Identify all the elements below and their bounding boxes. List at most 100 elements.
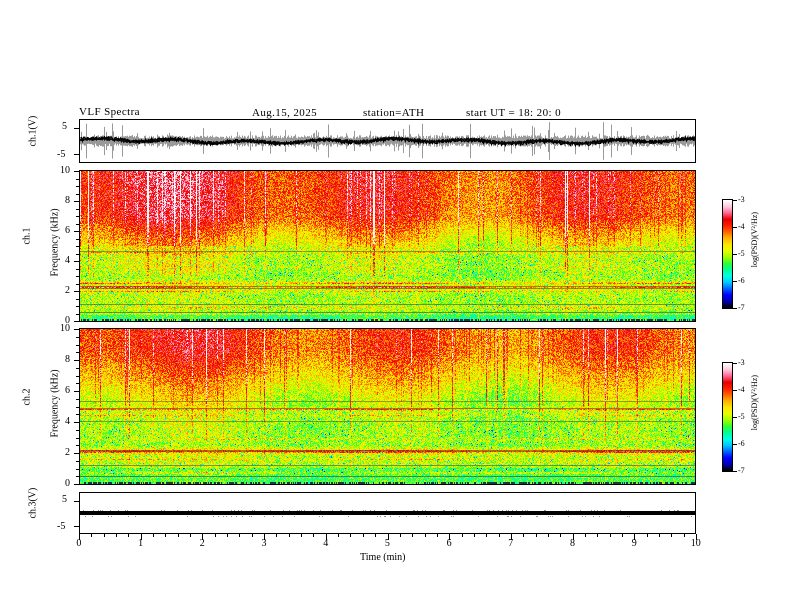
tick-mark [76,179,79,180]
page-title: VLF Spectra [79,106,140,118]
x-axis-tick-label: 0 [76,538,82,549]
header-date: Aug.15, 2025 [252,107,317,119]
tick-mark [74,453,79,454]
tick-mark [733,254,737,255]
tick-mark [202,534,203,540]
tick-mark [76,345,79,346]
tick-mark [425,534,426,537]
ch1-ytick-pos5: 5 [62,121,67,132]
tick-mark [313,534,314,537]
ch2-spectrogram-ytick-label: 6 [65,385,70,396]
colorbar-ch2-tick-label: -7 [738,466,745,475]
x-axis-tick-label: 8 [570,538,575,549]
colorbar-ch2-tick-label: -5 [738,412,745,421]
x-axis-tick-label: 10 [690,538,701,549]
ch1-spectrogram-ytick-label: 2 [65,285,70,296]
tick-mark [76,407,79,408]
colorbar-ch2-tick-label: -4 [738,385,745,394]
tick-mark [76,254,79,255]
ch2-spectrogram-ylabel-frequency: Frequency (kHz) [49,369,61,438]
tick-mark [733,471,737,472]
tick-mark [733,363,737,364]
tick-mark [338,534,339,537]
ch3-waveform-panel [79,492,696,534]
x-axis-tick-label: 9 [631,538,637,549]
tick-mark [486,534,487,537]
x-axis-tick-label: 7 [508,538,514,549]
ch2-spectrogram-ytick-label: 4 [65,416,70,427]
tick-mark [76,276,79,277]
tick-mark [76,445,79,446]
colorbar-ch1-tick-label: -5 [738,249,745,258]
ch3-waveform-ylabel: ch.3(V) [27,487,39,519]
tick-mark [326,534,327,540]
tick-mark [227,534,228,537]
tick-mark [76,337,79,338]
tick-mark [412,534,413,537]
tick-mark [733,281,737,282]
x-axis-label: Time (min) [360,552,406,563]
tick-mark [74,501,79,502]
tick-mark [76,224,79,225]
x-axis-tick-label: 3 [261,538,267,549]
tick-mark [76,376,79,377]
ch1-spectrogram-plot [80,171,695,321]
tick-mark [74,526,79,527]
ch1-waveform-ylabel: ch.1(V) [27,115,39,147]
colorbar-ch2-tick-label: -3 [738,358,745,367]
tick-mark [79,534,80,540]
tick-mark [499,534,500,537]
tick-mark [104,534,105,537]
tick-mark [74,128,79,129]
tick-mark [76,461,79,462]
x-axis-tick-label: 6 [446,538,452,549]
tick-mark [76,194,79,195]
tick-mark [76,269,79,270]
tick-mark [659,534,660,537]
colorbar-ch2-tick-label: -6 [738,439,745,448]
ch1-spectrogram-ytick-label: 4 [65,255,70,266]
tick-mark [74,391,79,392]
tick-mark [733,417,737,418]
ch1-waveform-panel [79,119,696,163]
tick-mark [239,534,240,537]
tick-mark [671,534,672,537]
tick-mark [76,299,79,300]
tick-mark [733,200,737,201]
tick-mark [76,314,79,315]
colorbar-ch2-gradient [723,363,732,471]
tick-mark [76,186,79,187]
tick-mark [141,534,142,540]
tick-mark [400,534,401,537]
colorbar-ch1 [722,199,733,309]
tick-mark [76,430,79,431]
tick-mark [289,534,290,537]
x-axis-tick-label: 5 [384,538,390,549]
tick-mark [76,352,79,353]
tick-mark [76,284,79,285]
tick-mark [74,329,79,330]
ch2-spectrogram-ytick-label: 10 [60,323,70,334]
header-station: station=ATH [363,107,425,119]
tick-mark [733,227,737,228]
tick-mark [548,534,549,537]
x-axis-tick-label: 2 [199,538,205,549]
tick-mark [684,534,685,537]
tick-mark [76,368,79,369]
tick-mark [74,321,79,322]
tick-mark [733,308,737,309]
colorbar-ch1-tick-label: -4 [738,222,745,231]
tick-mark [153,534,154,537]
colorbar-ch1-tick-label: -6 [738,276,745,285]
ch2-spectrogram-ytick-label: 2 [65,447,70,458]
tick-mark [350,534,351,537]
tick-mark [462,534,463,537]
ch1-spectrogram-ytick-label: 6 [65,225,70,236]
tick-mark [276,534,277,537]
ch3-ytick-neg5: -5 [57,521,66,532]
ch1-ytick-neg5: -5 [57,149,66,160]
tick-mark [74,484,79,485]
tick-mark [301,534,302,537]
tick-mark [76,469,79,470]
tick-mark [76,438,79,439]
